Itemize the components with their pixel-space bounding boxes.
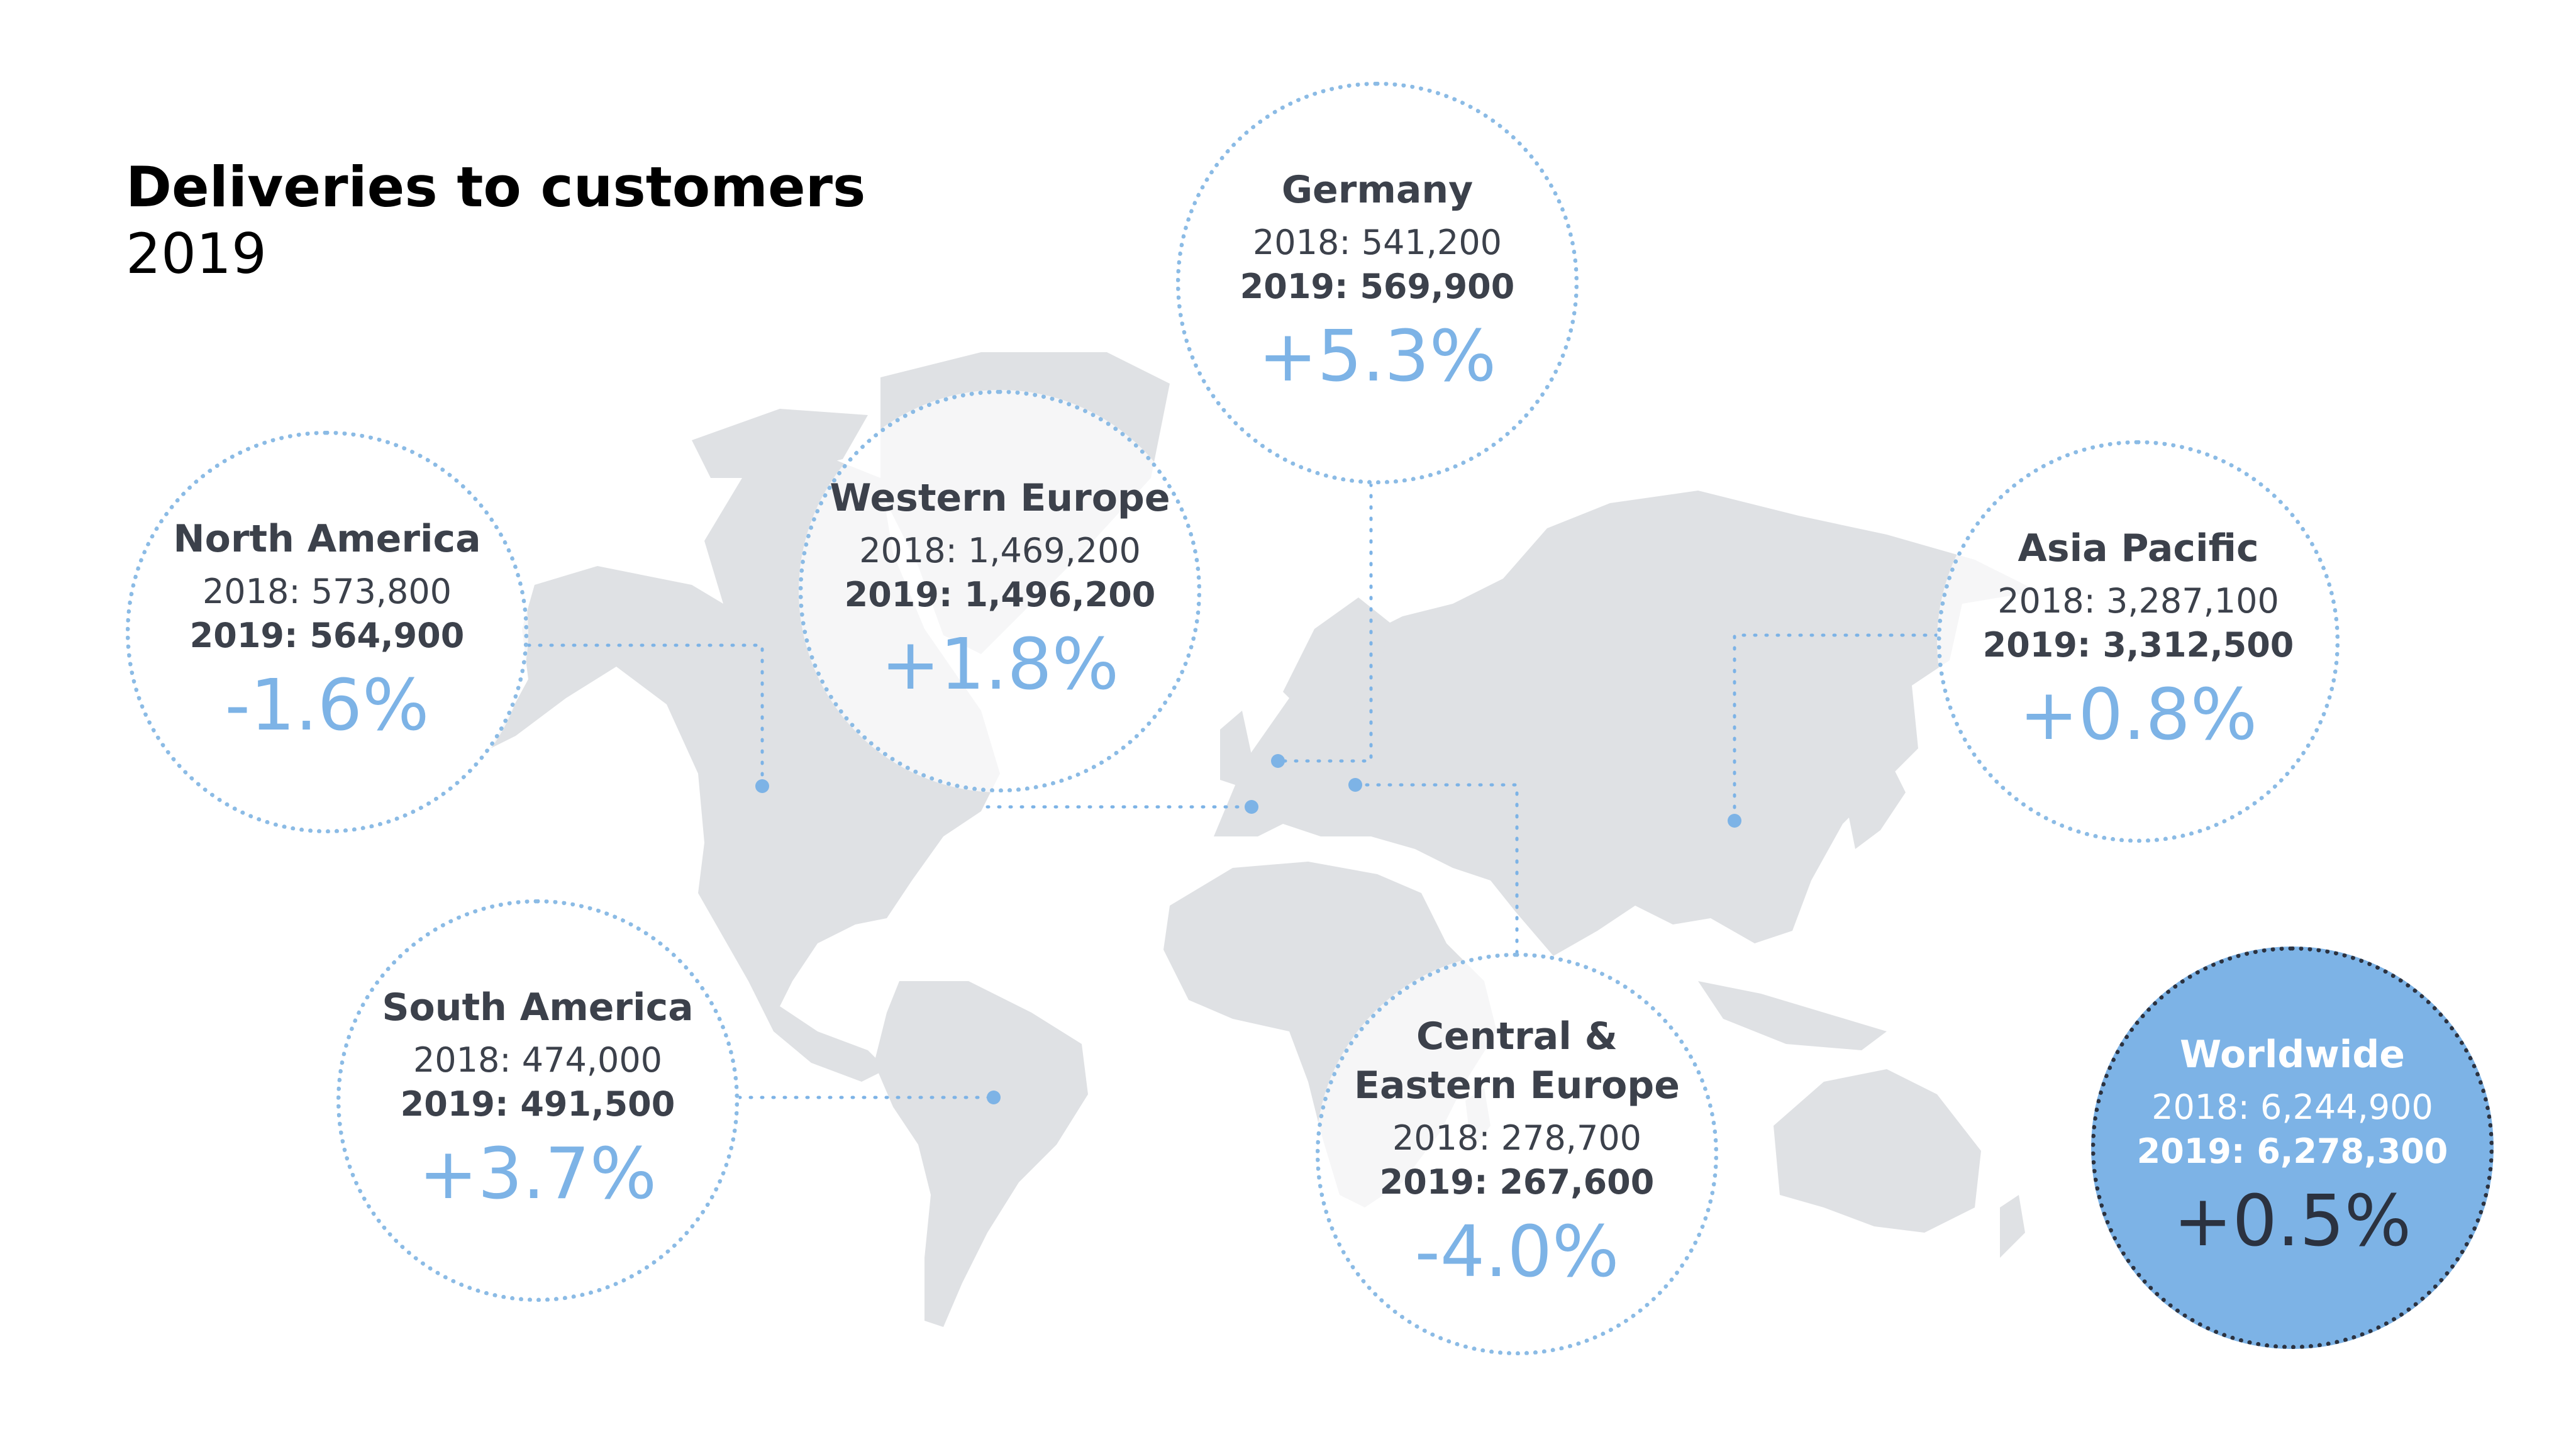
- region-name: Asia Pacific: [2018, 526, 2259, 570]
- page-subtitle: 2019: [126, 221, 267, 286]
- value-2019: 2019: 6,278,300: [2136, 1131, 2448, 1171]
- value-2018: 2018: 6,244,900: [2151, 1087, 2433, 1127]
- value-2018: 2018: 541,200: [1252, 222, 1502, 262]
- region-name: Worldwide: [2179, 1032, 2405, 1077]
- scandinavia-landmass: [1283, 597, 1390, 723]
- region-name: South America: [382, 985, 694, 1030]
- connector-north-america: [526, 643, 764, 788]
- bubble-western-europe: Western Europe 2018: 1,469,200 2019: 1,4…: [799, 390, 1201, 792]
- location-dot-north-america: [755, 779, 769, 793]
- bubble-north-america: North America 2018: 573,800 2019: 564,90…: [126, 431, 528, 833]
- bubble-central-eastern-europe: Central & Eastern Europe 2018: 278,700 2…: [1316, 953, 1718, 1355]
- australia-landmass: [1774, 1069, 1981, 1233]
- value-2018: 2018: 1,469,200: [859, 530, 1141, 570]
- southeast-asia-landmass: [1698, 981, 1887, 1050]
- region-name: Germany: [1281, 167, 1474, 212]
- bubble-germany: Germany 2018: 541,200 2019: 569,900 +5.3…: [1176, 82, 1579, 484]
- connector-germany: [1276, 482, 1373, 763]
- location-dot-germany: [1271, 754, 1285, 768]
- region-name: North America: [173, 516, 481, 561]
- value-2019: 2019: 569,900: [1240, 267, 1515, 306]
- value-2018: 2018: 3,287,100: [1997, 580, 2279, 621]
- value-2019: 2019: 1,496,200: [844, 575, 1156, 614]
- arctic-islands-landmass: [692, 409, 868, 478]
- location-dot-western-europe: [1245, 800, 1258, 814]
- value-2018: 2018: 278,700: [1392, 1118, 1642, 1158]
- bubble-asia-pacific: Asia Pacific 2018: 3,287,100 2019: 3,312…: [1937, 440, 2340, 843]
- page-title: Deliveries to customers: [126, 155, 866, 219]
- heading-block: Deliveries to customers 2019: [126, 157, 865, 290]
- eurasia-landmass: [1214, 491, 2038, 956]
- change-percent: +3.7%: [418, 1133, 657, 1216]
- south-america-landmass: [874, 981, 1088, 1327]
- value-2019: 2019: 564,900: [189, 616, 465, 655]
- location-dot-south-america: [987, 1091, 1001, 1104]
- japan-landmass: [1849, 755, 1906, 849]
- connector-asia-pacific: [1733, 633, 1939, 823]
- change-percent: +5.3%: [1258, 316, 1497, 398]
- region-name-line-2: Eastern Europe: [1354, 1063, 1680, 1108]
- bubble-south-america: South America 2018: 474,000 2019: 491,50…: [336, 899, 739, 1302]
- new-zealand-landmass: [2000, 1195, 2025, 1258]
- value-2018: 2018: 474,000: [413, 1040, 663, 1080]
- value-2018: 2018: 573,800: [202, 571, 452, 611]
- location-dot-central-eastern-europe: [1348, 778, 1362, 792]
- location-dot-asia-pacific: [1728, 814, 1741, 828]
- change-percent: -1.6%: [225, 665, 430, 747]
- connector-central-eastern-europe: [1353, 783, 1519, 955]
- change-percent: -4.0%: [1414, 1211, 1619, 1294]
- value-2019: 2019: 3,312,500: [1982, 625, 2294, 665]
- change-percent: +1.8%: [880, 624, 1119, 706]
- change-percent: +0.5%: [2173, 1180, 2412, 1263]
- change-percent: +0.8%: [2019, 674, 2258, 757]
- uk-landmass: [1220, 711, 1252, 786]
- value-2019: 2019: 491,500: [400, 1084, 675, 1124]
- value-2019: 2019: 267,600: [1379, 1162, 1655, 1202]
- bubble-worldwide: Worldwide 2018: 6,244,900 2019: 6,278,30…: [2091, 947, 2494, 1349]
- region-name: Western Europe: [830, 475, 1170, 520]
- region-name-line-1: Central &: [1416, 1014, 1618, 1058]
